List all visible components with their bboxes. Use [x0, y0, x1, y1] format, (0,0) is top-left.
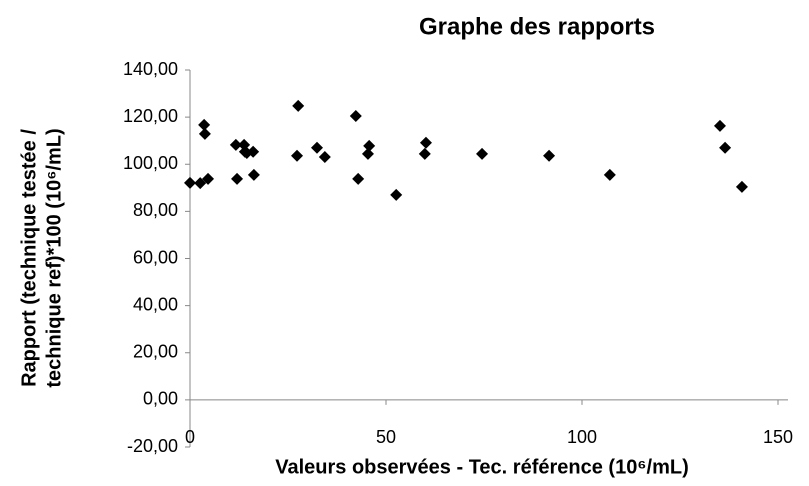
point: [719, 141, 732, 154]
y-tick-label: 40,00: [133, 294, 178, 314]
x-tick-label: 150: [763, 427, 793, 447]
y-tick-label: 120,00: [123, 106, 178, 126]
y-tick-label: 20,00: [133, 342, 178, 362]
y-tick-label: -20,00: [127, 436, 178, 456]
point: [363, 139, 376, 152]
chart-title: Graphe des rapports: [419, 13, 655, 40]
y-tick-label: 0,00: [143, 389, 178, 409]
point: [418, 147, 431, 160]
point: [735, 180, 748, 193]
x-tick-label: 0: [185, 427, 195, 447]
point: [184, 176, 196, 189]
point: [229, 138, 242, 151]
x-axis-label: Valeurs observées - Tec. référence (10⁶/…: [275, 456, 689, 478]
point: [202, 172, 215, 185]
point: [476, 147, 489, 160]
point: [318, 150, 331, 163]
point: [247, 145, 260, 158]
point: [713, 119, 726, 132]
point: [198, 118, 211, 131]
point: [292, 99, 305, 112]
y-axis-label: technique ref)*100 (10⁶/mL): [43, 128, 65, 387]
point: [231, 172, 244, 185]
point: [311, 141, 324, 154]
y-tick-label: 80,00: [133, 200, 178, 220]
point: [543, 149, 556, 162]
point: [361, 147, 374, 160]
point: [603, 168, 616, 181]
x-tick-label: 100: [567, 427, 597, 447]
y-axis-label: Rapport (technique testée /: [18, 129, 40, 387]
point: [349, 109, 362, 122]
point: [419, 136, 432, 149]
y-tick-label: 140,00: [123, 59, 178, 79]
point: [194, 177, 207, 190]
y-tick-label: 60,00: [133, 247, 178, 267]
point: [390, 188, 403, 201]
point: [291, 149, 304, 162]
x-tick-label: 50: [376, 427, 396, 447]
point: [247, 168, 260, 181]
y-tick-label: 100,00: [123, 153, 178, 173]
point: [352, 172, 365, 185]
point: [198, 127, 211, 140]
